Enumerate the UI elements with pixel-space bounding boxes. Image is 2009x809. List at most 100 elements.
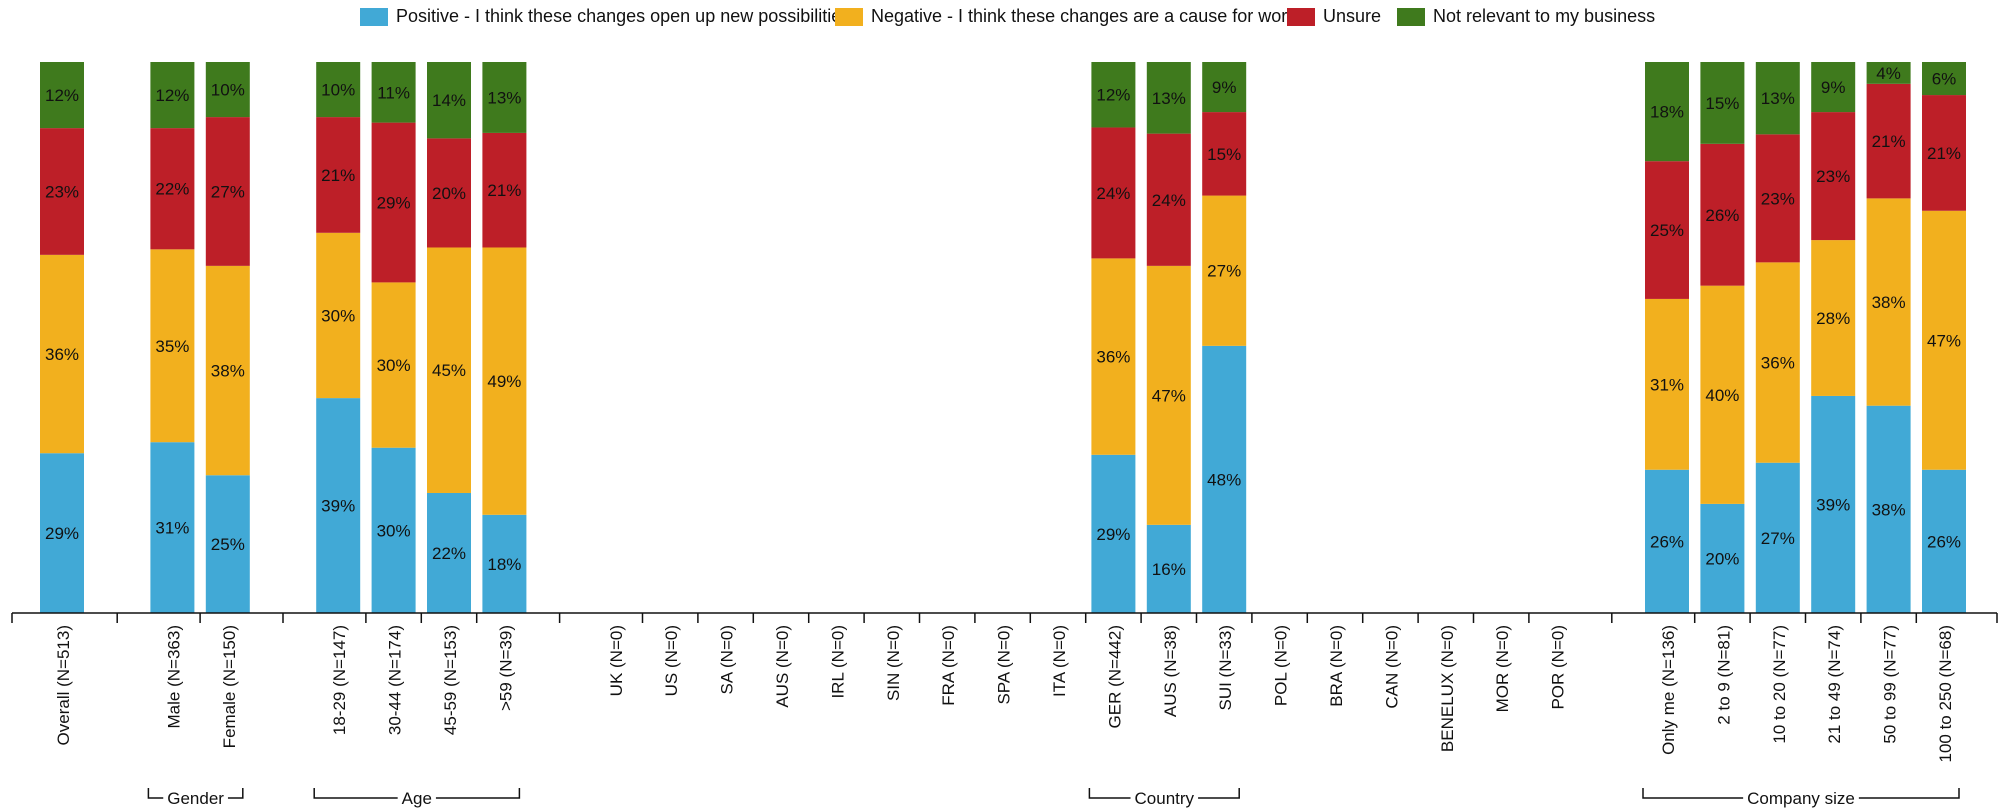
bar-unsure-aus [1146,133,1191,266]
bar-positive-18-29 [316,398,361,613]
data-label-not-relevant-2-to-9: 15% [1705,94,1739,113]
data-label-not-relevant-59: 13% [487,88,521,107]
x-tick-label-sui: SUI (N=33) [1216,625,1235,711]
data-label-not-relevant-100-to-250: 6% [1932,70,1957,89]
bar-unsure-2-to-9 [1700,143,1745,286]
x-tick-label-por: POR (N=0) [1549,625,1568,710]
data-label-negative-2-to-9: 40% [1705,386,1739,405]
data-label-positive-100-to-250: 26% [1927,532,1961,551]
bar-not-relevant-sui [1202,62,1247,113]
legend-item-not-relevant: Not relevant to my business [1397,6,1655,27]
bar-positive-21-to-49 [1811,395,1856,613]
bar-positive-100-to-250 [1922,469,1966,613]
data-label-positive-10-to-20: 27% [1761,529,1795,548]
data-label-positive-only-me: 26% [1650,532,1684,551]
data-label-unsure-10-to-20: 23% [1761,189,1795,208]
data-label-unsure-overall: 23% [45,182,79,201]
bar-positive-ger [1091,454,1136,613]
legend-item-unsure: Unsure [1287,6,1381,27]
data-label-not-relevant-aus: 13% [1152,89,1186,108]
legend: Positive - I think these changes open up… [0,6,2009,32]
x-tick-label-bra: BRA (N=0) [1327,625,1346,707]
data-label-unsure-21-to-49: 23% [1816,167,1850,186]
bar-negative-2-to-9 [1700,285,1745,504]
bar-negative-sui [1202,195,1247,346]
data-label-negative-100-to-250: 47% [1927,331,1961,350]
data-label-unsure-ger: 24% [1096,184,1130,203]
x-tick-label-female: Female (N=150) [220,625,239,748]
data-label-positive-sui: 48% [1207,470,1241,489]
data-label-positive-59: 18% [487,555,521,574]
data-label-negative-overall: 36% [45,345,79,364]
bar-positive-59 [482,514,527,613]
group-company-size-label-bg [1743,788,1859,806]
x-tick-label-10-to-20: 10 to 20 (N=77) [1770,625,1789,744]
legend-swatch-positive [360,7,388,26]
data-label-positive-male: 31% [155,519,189,538]
group-company-size-label: Company size [1747,789,1855,808]
legend-label-negative: Negative - I think these changes are a c… [871,6,1303,26]
group-gender-label-bg [163,788,228,806]
data-label-unsure-female: 27% [211,182,245,201]
data-label-not-relevant-45-59: 14% [432,91,466,110]
data-label-not-relevant-male: 12% [155,86,189,105]
bar-not-relevant-ger [1091,62,1136,128]
data-label-not-relevant-female: 10% [211,81,245,100]
legend-swatch-unsure [1287,7,1315,26]
bar-negative-10-to-20 [1755,262,1800,463]
legend-swatch-not-relevant [1397,7,1425,26]
bar-positive-2-to-9 [1700,503,1745,613]
bar-unsure-59 [482,132,527,248]
bar-positive-45-59 [427,492,471,613]
data-label-not-relevant-only-me: 18% [1650,103,1684,122]
bar-negative-18-29 [316,232,361,399]
data-label-negative-ger: 36% [1096,348,1130,367]
bar-not-relevant-female [205,62,250,118]
bar-not-relevant-59 [482,62,527,133]
x-tick-label-spa: SPA (N=0) [995,625,1014,705]
bar-not-relevant-male [150,62,195,129]
bar-negative-male [150,249,195,443]
x-tick-label-30-44: 30-44 (N=174) [386,625,405,735]
data-label-unsure-45-59: 20% [432,184,466,203]
x-tick-label-irl: IRL (N=0) [828,625,847,699]
bar-not-relevant-only-me [1645,62,1689,162]
bar-negative-aus [1146,265,1191,525]
x-tick-label-2-to-9: 2 to 9 (N=81) [1714,625,1733,725]
data-label-unsure-100-to-250: 21% [1927,144,1961,163]
data-label-not-relevant-18-29: 10% [321,81,355,100]
bar-negative-ger [1091,258,1136,455]
bar-unsure-30-44 [371,122,416,283]
bar-negative-100-to-250 [1922,210,1966,470]
x-tick-label-100-to-250: 100 to 250 (N=68) [1936,625,1955,763]
bar-unsure-sui [1202,112,1247,196]
data-label-unsure-male: 22% [155,180,189,199]
bar-unsure-ger [1091,127,1136,259]
data-label-negative-female: 38% [211,362,245,381]
data-label-not-relevant-ger: 12% [1096,86,1130,105]
bar-not-relevant-50-to-99 [1866,62,1911,84]
data-label-not-relevant-sui: 9% [1212,78,1237,97]
data-label-negative-10-to-20: 36% [1761,354,1795,373]
bar-unsure-45-59 [427,138,471,248]
data-label-negative-male: 35% [155,337,189,356]
legend-label-unsure: Unsure [1323,6,1382,26]
data-label-unsure-aus: 24% [1152,191,1186,210]
data-label-negative-sui: 27% [1207,262,1241,281]
data-label-negative-18-29: 30% [321,306,355,325]
bar-positive-50-to-99 [1866,405,1911,613]
bar-negative-50-to-99 [1866,198,1911,406]
x-tick-label-fra: FRA (N=0) [939,625,958,706]
bar-not-relevant-100-to-250 [1922,62,1966,96]
bar-negative-59 [482,247,527,515]
data-label-unsure-59: 21% [487,181,521,200]
legend-item-negative: Negative - I think these changes are a c… [835,6,1302,27]
bar-negative-30-44 [371,282,416,448]
data-label-unsure-30-44: 29% [377,194,411,213]
bar-positive-aus [1146,524,1191,613]
data-label-unsure-sui: 15% [1207,145,1241,164]
legend-label-not-relevant: Not relevant to my business [1433,6,1656,26]
bar-positive-female [205,475,250,613]
bar-not-relevant-overall [40,62,84,129]
data-label-negative-50-to-99: 38% [1872,293,1906,312]
